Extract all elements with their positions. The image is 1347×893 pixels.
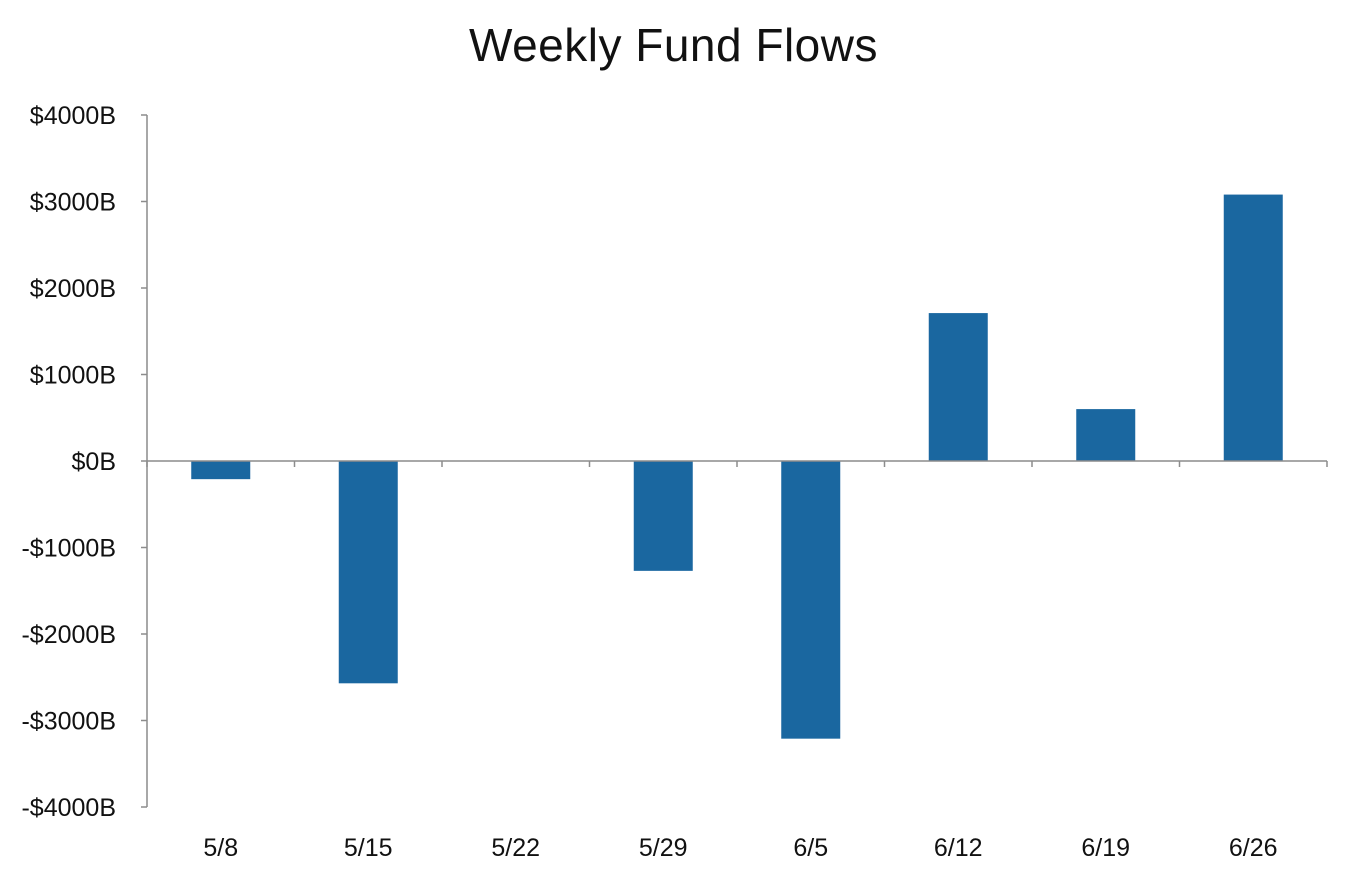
x-tick-labels: 5/8 5/15 5/22 5/29 6/5 6/12 6/19 6/26 — [203, 834, 1277, 862]
y-tick-label: $2000B — [30, 275, 116, 303]
x-tick-label: 5/29 — [639, 834, 688, 862]
bar-6-5 — [781, 461, 841, 739]
x-tick-label: 5/22 — [491, 834, 540, 862]
bar-6-12 — [928, 313, 988, 461]
x-tick-label: 6/26 — [1229, 834, 1278, 862]
y-tick-label: -$2000B — [21, 621, 116, 649]
y-tick-label: -$1000B — [21, 535, 116, 563]
x-tick-label: 5/15 — [344, 834, 393, 862]
y-tick-labels: $4000B $3000B $2000B $1000B $0B -$1000B -$2000… — [21, 102, 116, 822]
axes-layer — [141, 114, 1328, 808]
y-tick-label: $1000B — [30, 362, 116, 390]
x-tick-label: 5/8 — [203, 834, 238, 862]
bar-5-15 — [338, 461, 398, 684]
chart-title: Weekly Fund Flows — [468, 19, 878, 71]
bars-layer — [191, 194, 1283, 739]
bar-6-19 — [1076, 409, 1136, 461]
y-tick-label: $4000B — [30, 102, 116, 130]
bar-5-8 — [191, 461, 251, 480]
y-tick-label: $3000B — [30, 189, 116, 217]
y-tick-label: -$3000B — [21, 708, 116, 736]
x-tick-label: 6/12 — [934, 834, 983, 862]
bar-6-26 — [1223, 194, 1283, 461]
x-tick-label: 6/5 — [793, 834, 828, 862]
x-tick-label: 6/19 — [1081, 834, 1130, 862]
bar-5-29 — [633, 461, 693, 571]
y-tick-label: $0B — [72, 448, 116, 476]
y-tick-label: -$4000B — [21, 794, 116, 822]
